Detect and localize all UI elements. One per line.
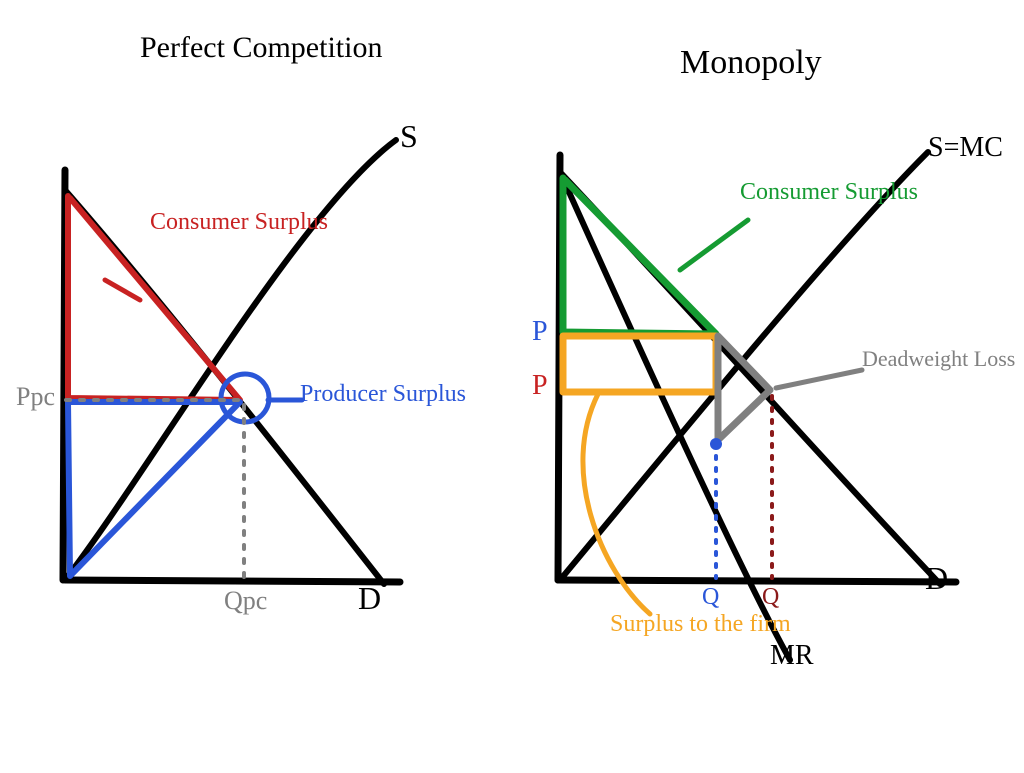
right-p-blue-label: P [532,316,548,348]
right-title: Monopoly [680,45,822,81]
monopoly-panel: Monopoly S=MC D MR P P Q Q Cons [0,0,1024,768]
right-cs-label: Consumer Surplus [740,180,918,204]
dwl-pointer [776,370,862,388]
cs-pointer [680,220,748,270]
right-smc-label: S=MC [928,132,1003,164]
right-consumer-surplus [563,178,716,334]
right-chart [0,0,1024,768]
right-x-axis [558,580,956,582]
right-d-label: D [925,560,948,597]
right-firm-label: Surplus to the firm [610,612,791,636]
right-q-red-label: Q [762,584,779,611]
right-mr-label: MR [770,640,814,672]
right-p-red-label: P [532,370,548,402]
right-mr-line [560,172,790,660]
right-q-blue-label: Q [702,584,719,611]
right-dwl-label: Deadweight Loss [862,348,1015,370]
mr-mc-dot [710,438,722,450]
